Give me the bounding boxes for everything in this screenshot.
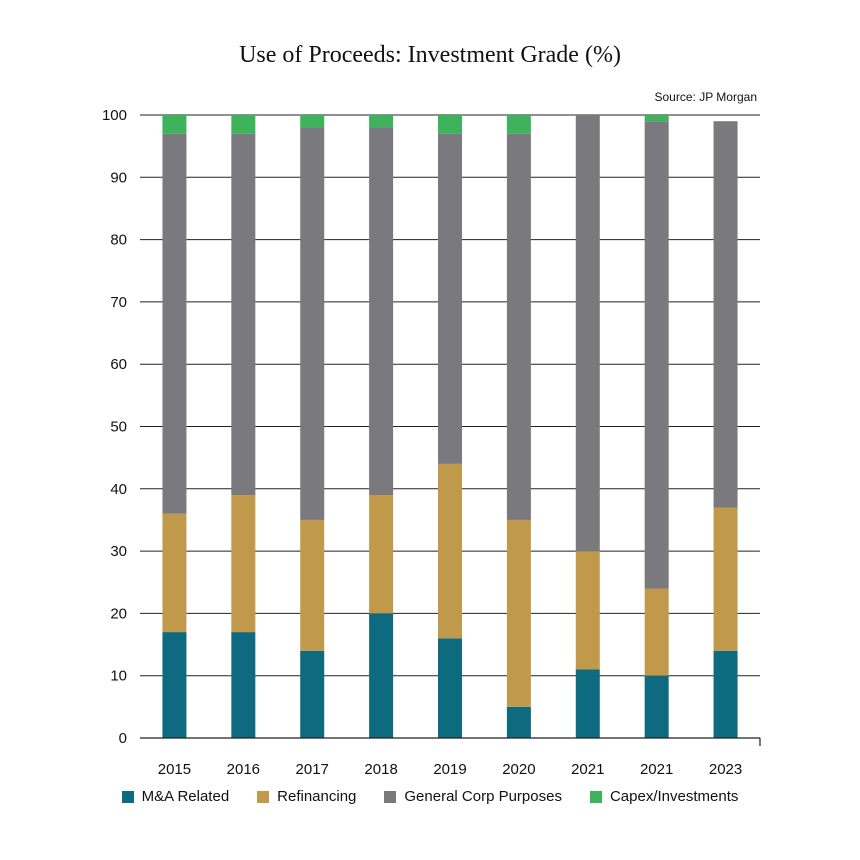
- bar-segment: [231, 495, 256, 633]
- bar-segment: [231, 115, 256, 134]
- bars: [162, 115, 738, 738]
- legend-swatch: [384, 790, 397, 803]
- bar-segment: [369, 127, 394, 496]
- chart-title: Use of Proceeds: Investment Grade (%): [239, 42, 621, 68]
- bar-segment: [438, 463, 462, 639]
- bar-segment: [713, 507, 738, 651]
- bar-segment: [300, 115, 325, 128]
- bar-segment: [506, 706, 531, 738]
- bar-segment: [162, 115, 187, 134]
- y-tick-label: 0: [119, 730, 127, 747]
- legend-item: General Corp Purposes: [384, 788, 562, 805]
- legend-swatch: [121, 790, 134, 803]
- y-tick-label: 30: [110, 543, 127, 560]
- bar-segment: [231, 632, 256, 738]
- y-tick-label: 60: [110, 356, 127, 373]
- legend-label: Refinancing: [277, 788, 357, 805]
- y-tick-label: 80: [110, 232, 127, 249]
- bar-segment: [231, 133, 256, 496]
- x-tick-label: 2019: [433, 761, 466, 778]
- bar-segment: [438, 115, 462, 134]
- bar-segment: [644, 121, 669, 589]
- y-tick-label: 20: [110, 605, 127, 622]
- source-note: Source: JP Morgan: [654, 90, 758, 104]
- x-tick-label: 2017: [296, 761, 329, 778]
- tick-labels: 0 10 20 30 40 50 60 70 80 90 100 2015 2016 2017 2018 20…: [102, 107, 742, 778]
- legend-item: Refinancing: [257, 788, 356, 805]
- legend-label: General Corp Purposes: [404, 788, 562, 805]
- bar-segment: [506, 115, 531, 134]
- bar-segment: [644, 675, 669, 738]
- bar-segment: [506, 519, 531, 707]
- bar-segment: [644, 115, 669, 122]
- bar-segment: [162, 133, 187, 514]
- x-tick-label: 2015: [158, 761, 191, 778]
- legend: M&A Related Refinancing General Corp Purpo…: [0, 788, 860, 805]
- legend-swatch: [257, 790, 270, 803]
- x-tick-label: 2020: [502, 761, 535, 778]
- y-tick-label: 50: [110, 419, 127, 436]
- bar-segment: [713, 650, 738, 738]
- bar-segment: [162, 513, 187, 633]
- legend-item: Capex/Investments: [589, 788, 739, 805]
- legend-swatch: [589, 790, 602, 803]
- bar-segment: [713, 121, 738, 508]
- legend-label: Capex/Investments: [609, 788, 739, 805]
- bar-segment: [300, 650, 325, 738]
- bar-segment: [369, 613, 394, 738]
- x-tick-label: 2016: [227, 761, 260, 778]
- bar-segment: [575, 551, 600, 670]
- bar-segment: [438, 133, 462, 464]
- bar-segment: [438, 638, 462, 738]
- bar-segment: [300, 127, 325, 520]
- x-tick-label: 2018: [364, 761, 397, 778]
- bar-segment: [575, 115, 600, 552]
- bar-segment: [506, 133, 531, 520]
- x-tick-label: 2023: [709, 761, 742, 778]
- legend-label: M&A Related: [141, 788, 230, 805]
- x-tick-label: 2021: [571, 761, 604, 778]
- bar-segment: [575, 669, 600, 738]
- legend-item: M&A Related: [121, 788, 230, 805]
- y-tick-label: 70: [110, 294, 127, 311]
- y-tick-label: 10: [110, 668, 127, 685]
- bar-segment: [369, 115, 394, 128]
- bar-segment: [162, 632, 187, 738]
- bar-segment: [300, 519, 325, 651]
- bar-segment: [369, 495, 394, 614]
- y-tick-label: 40: [110, 481, 127, 498]
- x-tick-label: 2021: [640, 761, 673, 778]
- y-tick-label: 100: [102, 107, 127, 124]
- axes: [140, 737, 761, 746]
- bar-segment: [644, 588, 669, 676]
- y-tick-label: 90: [110, 169, 127, 186]
